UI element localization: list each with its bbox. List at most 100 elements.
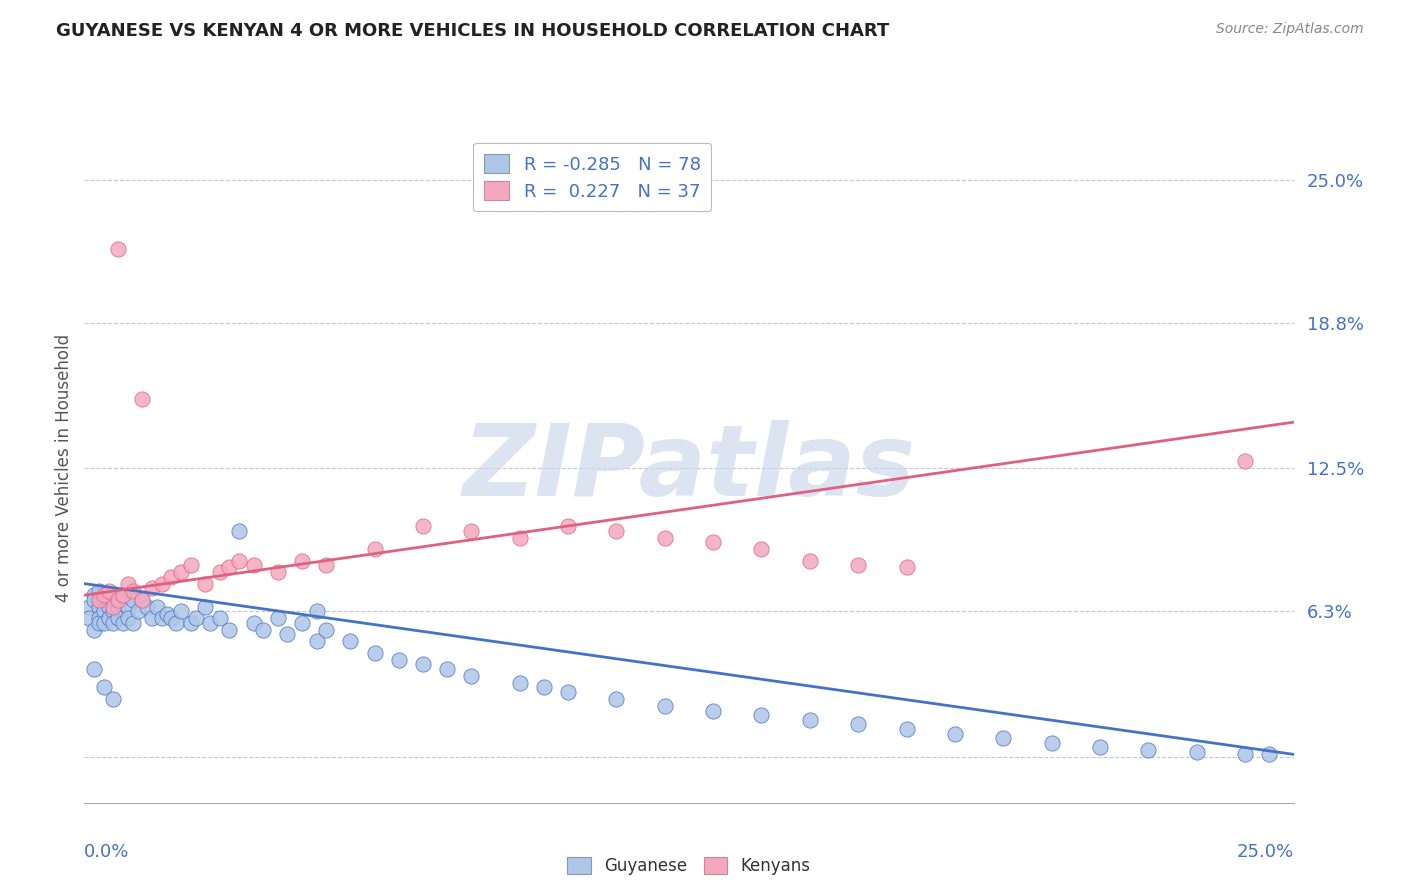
Point <box>1088 740 1111 755</box>
Legend: Guyanese, Kenyans: Guyanese, Kenyans <box>561 850 817 881</box>
Point <box>412 657 434 672</box>
Point <box>160 611 183 625</box>
Point <box>103 692 125 706</box>
Text: 25.0%: 25.0% <box>1236 843 1294 861</box>
Text: 0.0%: 0.0% <box>84 843 129 861</box>
Text: GUYANESE VS KENYAN 4 OR MORE VEHICLES IN HOUSEHOLD CORRELATION CHART: GUYANESE VS KENYAN 4 OR MORE VEHICLES IN… <box>56 22 890 40</box>
Point <box>509 531 531 545</box>
Point <box>1137 743 1160 757</box>
Point <box>97 583 120 598</box>
Point <box>146 599 169 614</box>
Point <box>533 681 555 695</box>
Point <box>557 685 579 699</box>
Point <box>103 615 125 630</box>
Point <box>305 604 328 618</box>
Point <box>799 553 821 567</box>
Point <box>751 708 773 723</box>
Point <box>436 662 458 676</box>
Point <box>121 583 143 598</box>
Point <box>460 524 482 538</box>
Point <box>799 713 821 727</box>
Point <box>93 681 115 695</box>
Point <box>846 558 869 573</box>
Point <box>180 615 202 630</box>
Point <box>896 722 918 736</box>
Point <box>107 242 129 256</box>
Point <box>107 611 129 625</box>
Point <box>228 553 250 567</box>
Point <box>993 731 1015 746</box>
Point <box>218 560 240 574</box>
Point <box>117 611 139 625</box>
Point <box>702 535 724 549</box>
Point <box>131 592 153 607</box>
Point <box>605 524 627 538</box>
Point <box>170 565 193 579</box>
Point <box>170 604 193 618</box>
Point <box>702 704 724 718</box>
Point <box>107 599 129 614</box>
Point <box>1234 747 1257 762</box>
Point <box>412 519 434 533</box>
Point <box>136 599 159 614</box>
Point <box>315 558 337 573</box>
Point <box>267 611 290 625</box>
Point <box>363 646 385 660</box>
Point <box>93 615 115 630</box>
Point <box>242 615 264 630</box>
Point <box>97 588 120 602</box>
Point <box>141 581 163 595</box>
Point <box>654 531 676 545</box>
Point <box>87 592 110 607</box>
Text: ZIPatlas: ZIPatlas <box>463 420 915 516</box>
Point <box>103 604 125 618</box>
Point <box>208 611 231 625</box>
Point <box>363 542 385 557</box>
Point <box>305 634 328 648</box>
Point <box>198 615 221 630</box>
Point <box>1040 736 1063 750</box>
Point <box>93 588 115 602</box>
Point <box>97 599 120 614</box>
Point <box>194 599 217 614</box>
Point <box>150 576 173 591</box>
Point <box>97 611 120 625</box>
Point <box>180 558 202 573</box>
Point <box>131 592 153 607</box>
Point <box>1234 454 1257 468</box>
Point <box>276 627 298 641</box>
Point <box>160 570 183 584</box>
Point <box>184 611 207 625</box>
Point <box>117 599 139 614</box>
Point <box>218 623 240 637</box>
Point <box>103 599 125 614</box>
Point <box>943 726 966 740</box>
Point <box>112 615 135 630</box>
Point <box>509 676 531 690</box>
Point <box>87 599 110 614</box>
Text: Source: ZipAtlas.com: Source: ZipAtlas.com <box>1216 22 1364 37</box>
Point <box>141 611 163 625</box>
Point <box>83 623 105 637</box>
Point <box>194 576 217 591</box>
Point <box>460 669 482 683</box>
Point <box>751 542 773 557</box>
Y-axis label: 4 or more Vehicles in Household: 4 or more Vehicles in Household <box>55 334 73 602</box>
Point <box>291 553 314 567</box>
Point <box>150 611 173 625</box>
Point <box>654 698 676 713</box>
Point <box>87 583 110 598</box>
Point <box>208 565 231 579</box>
Point <box>112 588 135 602</box>
Point <box>77 611 100 625</box>
Point <box>77 599 100 614</box>
Point <box>83 592 105 607</box>
Point <box>165 615 187 630</box>
Point <box>155 607 177 621</box>
Point <box>127 604 149 618</box>
Point <box>121 592 143 607</box>
Point <box>315 623 337 637</box>
Point <box>896 560 918 574</box>
Point <box>107 592 129 607</box>
Point <box>117 576 139 591</box>
